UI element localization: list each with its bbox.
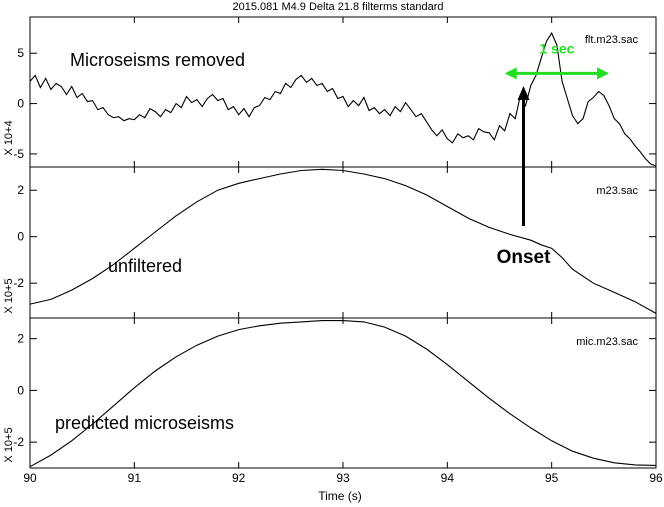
y-tick-label: 2	[17, 183, 24, 197]
interval-arrowhead-right	[597, 67, 610, 80]
trace-m23-sac	[29, 168, 657, 314]
y-tick-label: 0	[17, 383, 24, 397]
y-tick-label: 5	[17, 46, 24, 60]
interval-label: 1 sec	[539, 40, 574, 56]
onset-annotation: Onset	[497, 86, 552, 268]
trace-filename: m23.sac	[596, 185, 638, 197]
interval-arrowhead-left	[504, 67, 517, 80]
x-axis: 90 91 92 93 94 95 96	[23, 471, 663, 485]
panel-2: 2 0 -2 m23.sac unfiltered X 10+5	[3, 166, 657, 319]
panel-frame	[29, 166, 657, 319]
interval-annotation: 1 sec	[504, 40, 610, 80]
trace-annotation: Microseisms removed	[70, 50, 245, 70]
y-tick-label: 0	[17, 97, 24, 111]
x-tick-label: 96	[649, 471, 663, 485]
panels: 5 0 -5 flt.m23.sac Microseisms removed X 10+4…	[3, 16, 657, 469]
trace-flt-m23-sac	[29, 31, 657, 167]
x-tick-label: 92	[232, 471, 246, 485]
trace-filename: flt.m23.sac	[585, 34, 639, 46]
y-tick-label: -5	[13, 147, 24, 161]
y-tick-label: 0	[17, 230, 24, 244]
onset-arrowhead	[517, 86, 530, 100]
x-tick-label: 93	[336, 471, 350, 485]
trace-mic-m23-sac	[29, 320, 657, 468]
trace-annotation: predicted microseisms	[55, 413, 234, 433]
y-tick-label: -2	[13, 276, 24, 290]
y-tick-label: -2	[13, 435, 24, 449]
chart-title: 2015.081 M4.9 Delta 21.8 filterms standa…	[233, 1, 444, 13]
x-tick-label: 91	[128, 471, 142, 485]
trace-annotation: unfiltered	[108, 256, 182, 276]
x-tick-label: 94	[441, 471, 455, 485]
y-scale-label: X 10+5	[3, 427, 15, 462]
y-tick-label: 2	[17, 332, 24, 346]
x-tick-label: 95	[545, 471, 559, 485]
panel-3: 2 0 -2 mic.m23.sac predicted microseisms X 10…	[3, 317, 657, 469]
trace-filename: mic.m23.sac	[576, 336, 638, 348]
y-scale-label: X 10+5	[3, 278, 15, 313]
x-tick-label: 90	[23, 471, 37, 485]
x-axis-label: Time (s)	[318, 489, 362, 503]
y-scale-label: X 10+4	[3, 120, 15, 155]
onset-label: Onset	[497, 247, 552, 268]
